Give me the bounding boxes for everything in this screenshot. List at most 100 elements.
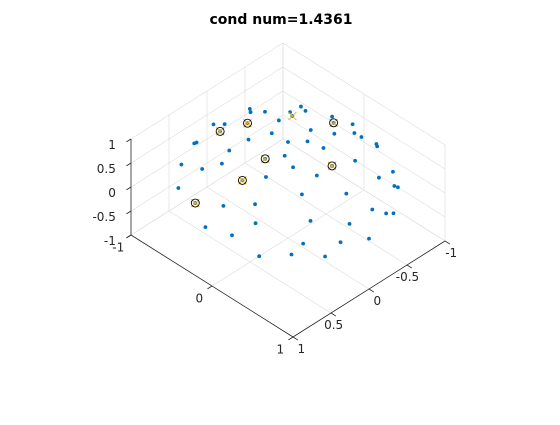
z-tick-mark [126, 210, 132, 215]
x-tick-mark [368, 288, 375, 293]
z-tick-mark [126, 162, 132, 167]
grid-layer [130, 42, 446, 338]
z-tick-mark [126, 138, 132, 143]
data-point-circle [215, 126, 225, 136]
grid-line-wall-z2 [282, 66, 446, 170]
data-point-dot [391, 211, 396, 216]
z-tick-label: 1 [108, 138, 116, 152]
data-point-dot [264, 175, 268, 179]
grid-line-wall-z2 [282, 138, 446, 242]
x-tick-label: 0.5 [324, 318, 343, 332]
chart-title: cond num=1.4361 [209, 12, 352, 28]
data-point-dot [230, 233, 234, 238]
data-point-circle [260, 154, 270, 164]
data-point-dot [377, 175, 381, 180]
x-tick-mark [444, 240, 451, 245]
data-point-dot [211, 122, 216, 127]
data-point-dot [291, 165, 295, 170]
x-tick-label: 1 [298, 342, 306, 356]
data-point-dot [227, 148, 232, 153]
data-point-dot [391, 169, 395, 174]
data-point-dot [248, 110, 253, 115]
axis-layer [126, 138, 451, 341]
data-point-dot [305, 139, 310, 144]
data-point-dot [246, 137, 251, 142]
data-point-circle [327, 161, 337, 171]
data-point-dot [176, 186, 181, 190]
data-point-dot [192, 141, 197, 146]
y-tick-mark [288, 336, 294, 341]
z-tick-label: -0.5 [92, 210, 115, 224]
z-tick-mark [126, 234, 132, 239]
data-marks [176, 104, 400, 259]
data-point-dot [269, 131, 274, 136]
data-point-dot [303, 108, 308, 113]
grid-line-wall-z1 [130, 90, 284, 188]
data-point-dot [253, 202, 257, 207]
data-point-dot [308, 219, 313, 223]
data-point-dot [323, 254, 327, 259]
data-point-dot [347, 222, 352, 226]
data-point-circle [329, 118, 339, 128]
data-point-dot [338, 240, 343, 245]
grid-line-wall-z1 [130, 42, 284, 140]
data-point-circle [190, 198, 200, 208]
data-point-dot [350, 122, 355, 127]
y-tick-label: 0 [195, 292, 203, 306]
data-point-dot [330, 114, 334, 119]
x-tick-label: -0.5 [396, 270, 419, 284]
data-point-dot [247, 106, 252, 111]
x-tick-label: 0 [374, 294, 382, 308]
grid-line-wall-z2 [282, 90, 446, 194]
data-point-circle [243, 118, 252, 128]
data-point-dot [384, 211, 389, 216]
x-tick-mark [292, 336, 299, 341]
data-point-cross [287, 111, 297, 121]
data-point-dot [344, 191, 349, 196]
z-tick-label: -1 [104, 234, 116, 248]
data-point-dot [179, 162, 184, 167]
tick-labels: -1 -0.5 0 0.5 1 -1 0 1 -1 -0.5 0 0.5 1 [92, 138, 457, 357]
data-point-dot [203, 225, 208, 230]
data-point-dot [353, 158, 357, 163]
grid-line-wall-z1 [130, 66, 284, 164]
data-point-dot [289, 252, 294, 257]
grid-line-wall-z2 [282, 42, 446, 146]
z-tick-label: 0.5 [97, 162, 116, 176]
data-point-dot [282, 153, 287, 158]
grid-line-wall-z1 [130, 138, 284, 236]
data-point-dot [253, 221, 258, 226]
data-point-dot [301, 241, 306, 246]
z-tick-mark [126, 186, 132, 191]
x-tick-label: -1 [445, 246, 457, 260]
data-point-dot [286, 140, 290, 144]
data-point-dot [263, 109, 267, 114]
y-tick-label: -1 [112, 241, 124, 255]
data-point-dot [222, 122, 227, 127]
data-point-dot [300, 192, 304, 197]
x-tick-mark [406, 264, 413, 269]
x-tick-mark [330, 312, 337, 317]
y-tick-mark [207, 285, 213, 290]
data-point-dot [257, 254, 262, 259]
data-point-dot [221, 203, 226, 208]
data-point-dot [220, 161, 224, 166]
data-point-dot [367, 236, 371, 241]
data-point-dot [277, 118, 281, 123]
data-point-dot [392, 184, 397, 188]
data-point-dot [370, 207, 375, 212]
grid-line-wall-z1 [130, 114, 284, 212]
data-point-dot [308, 128, 313, 132]
data-point-dot [374, 142, 379, 146]
data-point-dot [200, 167, 205, 171]
data-point-dot [396, 185, 400, 190]
data-point-dot [314, 173, 319, 178]
grid-line-floor-y [211, 189, 365, 287]
data-point-dot [352, 131, 357, 135]
data-point-circle [237, 175, 247, 185]
z-tick-label: 0 [108, 186, 116, 200]
y-tick-label: 1 [276, 343, 284, 357]
data-point-dot [359, 135, 364, 139]
